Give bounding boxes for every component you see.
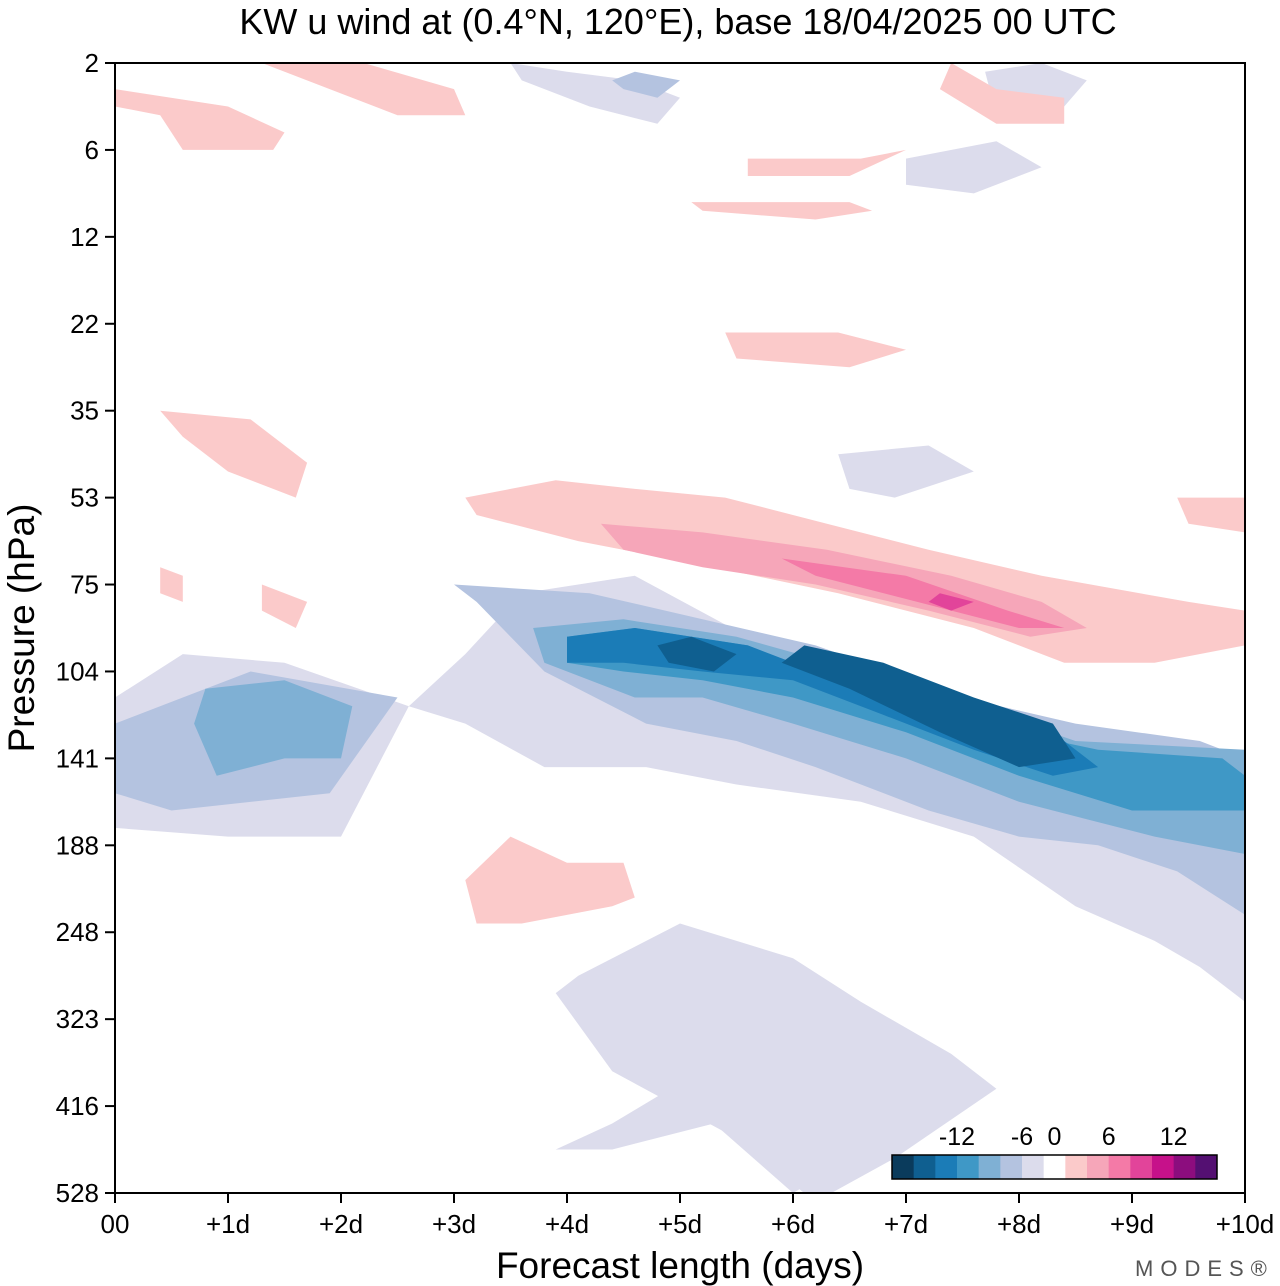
colorbar-label-4: 12 xyxy=(1160,1123,1188,1151)
colorbar-swatch-10 xyxy=(1108,1155,1131,1179)
contour-trop-easterly-14a xyxy=(657,636,737,672)
y-tick-label-1: 6 xyxy=(85,135,99,165)
colorbar-label-3: 6 xyxy=(1102,1123,1116,1151)
contour-upper-westerly-b xyxy=(261,584,308,628)
contour-upper-westerly-c xyxy=(160,567,183,602)
x-tick-label-0: 00 xyxy=(101,1209,130,1239)
y-tick-label-5: 53 xyxy=(70,483,99,513)
contour-upper-westerly-d xyxy=(725,332,906,368)
contour-top-westerly-c xyxy=(939,63,1065,124)
contour-top-westerly-a xyxy=(115,89,285,150)
y-tick-label-0: 2 xyxy=(85,48,99,78)
contour-strat-easterly-b xyxy=(612,71,680,98)
x-tick-label-6: +6d xyxy=(771,1209,815,1239)
y-tick-label-3: 22 xyxy=(70,309,99,339)
colorbar-swatch-6 xyxy=(1022,1155,1045,1179)
colorbar-label-0: -12 xyxy=(939,1123,975,1151)
contour-strat-westerly-6 xyxy=(781,558,1065,628)
colorbar-label-1: -6 xyxy=(1011,1123,1033,1151)
colorbar-swatch-9 xyxy=(1087,1155,1110,1179)
y-axis: 2 6 12 22 35 53 75 104 141 188 248 323 416 528 xyxy=(56,48,115,1208)
y-tick-label-6: 75 xyxy=(70,570,99,600)
x-tick-label-7: +7d xyxy=(884,1209,928,1239)
contour-trop-easterly-14b xyxy=(781,645,1076,768)
colorbar-swatch-7 xyxy=(1043,1155,1066,1179)
contour-lower-westerly xyxy=(465,836,635,924)
colorbar-swatch-1 xyxy=(913,1155,936,1179)
colorbar-swatch-12 xyxy=(1152,1155,1175,1179)
contour-top-westerly-e xyxy=(691,202,873,220)
colorbar-swatch-13 xyxy=(1173,1155,1196,1179)
colorbar-swatch-5 xyxy=(1000,1155,1023,1179)
x-tick-label-5: +5d xyxy=(658,1209,702,1239)
contour-top-westerly-d xyxy=(747,149,906,176)
x-tick-label-2: +2d xyxy=(319,1209,363,1239)
colorbar-swatch-14 xyxy=(1195,1155,1218,1179)
x-tick-label-9: +9d xyxy=(1110,1209,1154,1239)
colorbar-frame xyxy=(891,1154,1218,1180)
colorbar-swatch-3 xyxy=(957,1155,980,1179)
colorbar-swatch-4 xyxy=(978,1155,1001,1179)
colorbar: -12 -6 0 6 12 xyxy=(891,1123,1218,1180)
chart-title: KW u wind at (0.4°N, 120°E), base 18/04/… xyxy=(239,1,1116,42)
colorbar-label-2: 0 xyxy=(1048,1123,1062,1151)
contour-top-westerly-b xyxy=(261,63,466,116)
brand-logo: MODES® xyxy=(1135,1256,1274,1281)
x-axis: 00 +1d +2d +3d +4d +5d +6d +7d +8d +9d +10d xyxy=(101,1193,1275,1239)
x-tick-label-3: +3d xyxy=(432,1209,476,1239)
colorbar-swatch-11 xyxy=(1130,1155,1153,1179)
y-tick-label-13: 528 xyxy=(56,1178,99,1208)
contour-strat-easterly-a xyxy=(510,63,680,124)
y-tick-label-2: 12 xyxy=(70,222,99,252)
contour-upper-westerly-a xyxy=(160,410,308,498)
x-tick-label-1: +1d xyxy=(206,1209,250,1239)
y-tick-label-4: 35 xyxy=(70,396,99,426)
contour-mid-easterly-2 xyxy=(555,1019,929,1193)
y-tick-label-12: 416 xyxy=(56,1091,99,1121)
x-tick-label-4: +4d xyxy=(545,1209,589,1239)
y-tick-label-9: 188 xyxy=(56,830,99,860)
contour-strat-easterly-d xyxy=(838,445,974,498)
colorbar-swatch-8 xyxy=(1065,1155,1088,1179)
y-tick-label-10: 248 xyxy=(56,917,99,947)
colorbar-swatch-2 xyxy=(935,1155,958,1179)
contour-strat-westerly-8 xyxy=(928,593,974,611)
colorbar-swatch-0 xyxy=(892,1155,915,1179)
contour-trop-easterly-6 xyxy=(194,680,353,776)
contour-strat-easterly-e xyxy=(906,141,1042,194)
x-axis-label: Forecast length (days) xyxy=(496,1245,864,1286)
y-tick-label-7: 104 xyxy=(56,656,99,686)
y-tick-label-11: 323 xyxy=(56,1004,99,1034)
x-tick-label-10: +10d xyxy=(1216,1209,1275,1239)
contour-upper-westerly-e xyxy=(1177,497,1245,533)
x-tick-label-8: +8d xyxy=(997,1209,1041,1239)
contour-field xyxy=(115,63,1245,1193)
y-tick-label-8: 141 xyxy=(56,743,99,773)
y-axis-label: Pressure (hPa) xyxy=(1,504,42,753)
